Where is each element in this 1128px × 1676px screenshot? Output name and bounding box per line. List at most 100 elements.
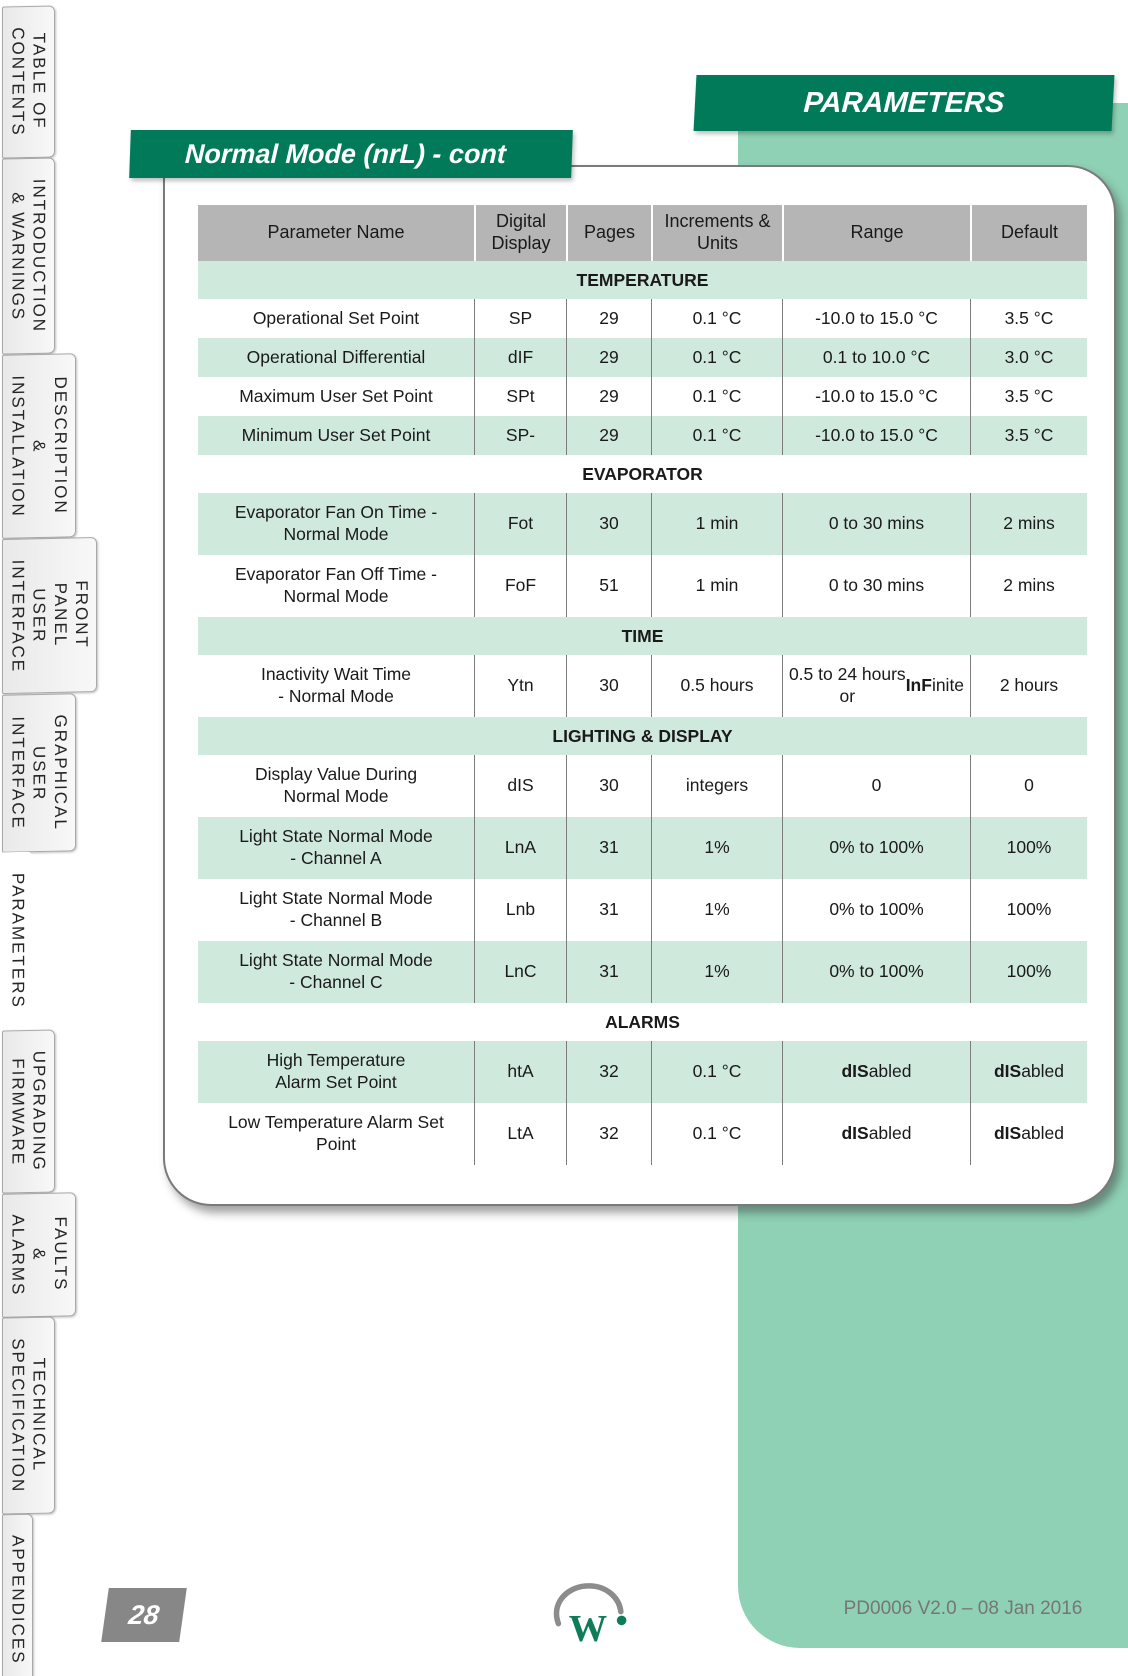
- cell-pages: 30: [566, 493, 651, 555]
- sidebar-item-table-of-contents[interactable]: TABLE OF CONTENTS: [2, 5, 55, 159]
- cell-parameter-name: Operational Differential: [246, 346, 426, 367]
- table-row: Light State Normal Mode - Channel C LnC 31…: [198, 941, 1087, 1003]
- cell-default: 100%: [970, 817, 1087, 879]
- cell-parameter-name: Minimum User Set Point: [241, 424, 431, 445]
- text-segment: 0.5 to 24 hours or: [788, 664, 906, 706]
- cell-pages: 30: [566, 755, 651, 817]
- cell-digital-display: LtA: [474, 1103, 566, 1165]
- parameters-table: Parameter Name Digital Display Pages Increm…: [198, 205, 1087, 1165]
- cell-default: dIS abled: [970, 1041, 1087, 1103]
- cell-increments-units: 1 min: [651, 493, 782, 555]
- logo-letter: W: [569, 1608, 607, 1648]
- cell-digital-display: SPt: [474, 377, 566, 416]
- section-title-banner: Normal Mode (nrL) - cont: [129, 130, 573, 178]
- cell-digital-display: LnC: [474, 941, 566, 1003]
- page-title-banner: PARAMETERS: [693, 75, 1115, 131]
- cell-default: 2 mins: [970, 555, 1087, 617]
- bold-text-segment: InF: [905, 675, 932, 696]
- cell-increments-units: 1%: [651, 941, 782, 1003]
- cell-default: 100%: [970, 941, 1087, 1003]
- sidebar-item-appendices[interactable]: APPENDICES: [2, 1513, 34, 1676]
- cell-default: 100%: [970, 879, 1087, 941]
- column-header: Pages: [566, 205, 651, 261]
- bold-text-segment: dIS: [841, 1061, 869, 1082]
- cell-range: 0% to 100%: [782, 817, 970, 879]
- cell-parameter-name: High Temperature Alarm Set Point: [266, 1050, 406, 1092]
- cell-increments-units: 1%: [651, 817, 782, 879]
- cell-range: 0 to 30 mins: [782, 493, 970, 555]
- sidebar: TABLE OF CONTENTS INTRODUCTION & WARNINGS…: [0, 0, 97, 1676]
- cell-parameter-name: Evaporator Fan Off Time - Normal Mode: [235, 564, 437, 606]
- page-title: PARAMETERS: [802, 86, 1006, 119]
- table-row: Low Temperature Alarm Set Point LtA 32 0.1 …: [198, 1103, 1087, 1165]
- section-row: EVAPORATOR: [198, 455, 1087, 493]
- cell-increments-units: 1 min: [651, 555, 782, 617]
- cell-default: 0: [970, 755, 1087, 817]
- table-row: High Temperature Alarm Set Point htA 32 0.1…: [198, 1041, 1087, 1103]
- cell-digital-display: dIS: [474, 755, 566, 817]
- sidebar-item-upgrading-firmware[interactable]: UPGRADING FIRMWARE: [2, 1029, 55, 1194]
- table-row: Operational Differential dIF 29 0.1 °C 0.1 t…: [198, 338, 1087, 377]
- sidebar-item-front-panel-user-interface[interactable]: FRONT PANEL USER INTERFACE: [2, 537, 97, 695]
- table-row: Inactivity Wait Time - Normal Mode Ytn 30 0…: [198, 655, 1087, 717]
- cell-digital-display: SP-: [474, 416, 566, 455]
- cell-range: 0.1 to 10.0 °C: [782, 338, 970, 377]
- section-title: Normal Mode (nrL) - cont: [184, 138, 507, 169]
- cell-increments-units: 0.1 °C: [651, 377, 782, 416]
- cell-range: 0 to 30 mins: [782, 555, 970, 617]
- sidebar-item-technical-specification[interactable]: TECHNICAL SPECIFICATION: [2, 1316, 55, 1515]
- cell-range: dIS abled: [782, 1103, 970, 1165]
- cell-increments-units: 0.1 °C: [651, 338, 782, 377]
- page-number: 28: [126, 1599, 162, 1630]
- table-row: Maximum User Set Point SPt 29 0.1 °C -10.0 t…: [198, 377, 1087, 416]
- sidebar-item-description-installation[interactable]: DESCRIPTION & INSTALLATION: [2, 353, 76, 540]
- cell-parameter-name: Maximum User Set Point: [239, 385, 433, 406]
- cell-default: 3.5 °C: [970, 416, 1087, 455]
- table-row: Minimum User Set Point SP- 29 0.1 °C -10.0 t…: [198, 416, 1087, 455]
- bold-text-segment: dIS: [841, 1123, 869, 1144]
- table-header-row: Parameter Name Digital Display Pages Increm…: [198, 205, 1087, 261]
- brand-logo-icon: W: [553, 1583, 627, 1648]
- cell-digital-display: LnA: [474, 817, 566, 879]
- cell-pages: 29: [566, 338, 651, 377]
- bold-text-segment: dIS: [993, 1123, 1022, 1144]
- cell-range: 0% to 100%: [782, 941, 970, 1003]
- cell-parameter-name: Operational Set Point: [252, 307, 420, 328]
- cell-parameter-name: Display Value During Normal Mode: [254, 764, 418, 806]
- cell-increments-units: 0.1 °C: [651, 1103, 782, 1165]
- sidebar-item-graphical-user-interface[interactable]: GRAPHICAL USER INTERFACE: [2, 692, 76, 853]
- table-row: Light State Normal Mode - Channel B Lnb 31…: [198, 879, 1087, 941]
- column-header: Default: [970, 205, 1087, 261]
- text-segment: abled: [868, 1123, 912, 1144]
- text-segment: abled: [868, 1061, 912, 1082]
- cell-range: -10.0 to 15.0 °C: [782, 299, 970, 338]
- cell-digital-display: dIF: [474, 338, 566, 377]
- cell-pages: 51: [566, 555, 651, 617]
- cell-increments-units: 1%: [651, 879, 782, 941]
- column-header: Increments & Units: [651, 205, 782, 261]
- cell-range: -10.0 to 15.0 °C: [782, 416, 970, 455]
- cell-increments-units: 0.1 °C: [651, 1041, 782, 1103]
- cell-digital-display: htA: [474, 1041, 566, 1103]
- cell-parameter-name: Light State Normal Mode - Channel A: [239, 826, 433, 868]
- cell-digital-display: FoF: [474, 555, 566, 617]
- cell-default: 2 mins: [970, 493, 1087, 555]
- sidebar-item-introduction-warnings[interactable]: INTRODUCTION & WARNINGS: [2, 156, 55, 355]
- cell-parameter-name: Evaporator Fan On Time - Normal Mode: [234, 502, 438, 544]
- cell-pages: 31: [566, 879, 651, 941]
- cell-parameter-name: Light State Normal Mode - Channel B: [239, 888, 433, 930]
- cell-pages: 31: [566, 941, 651, 1003]
- cell-default: 2 hours: [970, 655, 1087, 717]
- cell-range: 0.5 to 24 hours or InF inite: [782, 655, 970, 717]
- column-header: Parameter Name: [267, 222, 405, 243]
- cell-increments-units: 0.1 °C: [651, 299, 782, 338]
- cell-digital-display: Ytn: [474, 655, 566, 717]
- cell-default: 3.5 °C: [970, 299, 1087, 338]
- section-row: TIME: [198, 617, 1087, 655]
- sidebar-item-parameters[interactable]: PARAMETERS: [2, 851, 34, 1031]
- cell-pages: 32: [566, 1041, 651, 1103]
- text-segment: abled: [1021, 1061, 1065, 1082]
- cell-pages: 30: [566, 655, 651, 717]
- sidebar-item-faults-alarms[interactable]: FAULTS & ALARMS: [2, 1191, 76, 1318]
